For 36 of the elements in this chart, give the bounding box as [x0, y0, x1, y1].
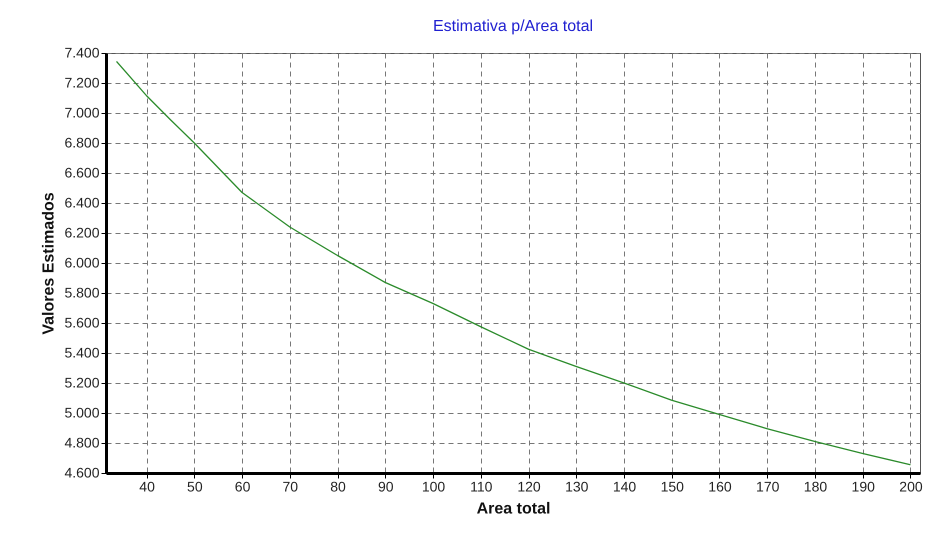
y-tick-label: 6.600: [64, 164, 100, 180]
line-series: [116, 60, 912, 466]
y-tick-label: 5.400: [64, 344, 100, 360]
x-tick-label: 180: [804, 478, 828, 494]
x-tick-label: 150: [660, 478, 684, 494]
y-tick-label: 6.200: [64, 224, 100, 240]
chart-title: Estimativa p/Area total: [432, 18, 594, 35]
x-tick-label: 110: [470, 478, 493, 494]
x-tick-label: 120: [517, 478, 541, 494]
y-tick-label: 5.000: [64, 404, 100, 420]
y-tick-label: 6.400: [64, 194, 100, 210]
x-tick-label: 80: [330, 478, 346, 494]
x-tick-label: 200: [899, 478, 923, 494]
x-tick-label: 140: [612, 478, 636, 494]
y-tick-label: 4.600: [64, 464, 100, 480]
y-tick-label: 6.000: [64, 254, 100, 270]
y-tick-label: 5.800: [64, 284, 100, 300]
y-tick-label: 7.400: [64, 44, 100, 60]
x-tick-label: 60: [234, 478, 251, 494]
y-tick-label: 7.200: [64, 74, 100, 90]
y-tick-label: 5.600: [64, 314, 100, 330]
y-tick-label: 7.000: [64, 104, 100, 120]
x-axis-title: Area total: [476, 500, 550, 518]
x-tick-label: 190: [852, 478, 876, 494]
x-tick-label: 50: [187, 478, 203, 494]
x-tick-label: 70: [282, 478, 298, 494]
x-tick-label: 170: [756, 478, 780, 494]
x-tick-label: 130: [565, 478, 589, 494]
y-tick-label: 5.200: [64, 374, 100, 390]
y-tick-label: 4.800: [64, 434, 100, 450]
x-tick-label: 40: [139, 478, 156, 494]
x-tick-label: 160: [708, 478, 732, 494]
x-tick-label: 90: [378, 478, 394, 494]
x-tick-label: 100: [422, 478, 446, 494]
y-tick-label: 6.800: [64, 134, 100, 150]
y-axis-title: Valores Estimados: [40, 192, 58, 335]
